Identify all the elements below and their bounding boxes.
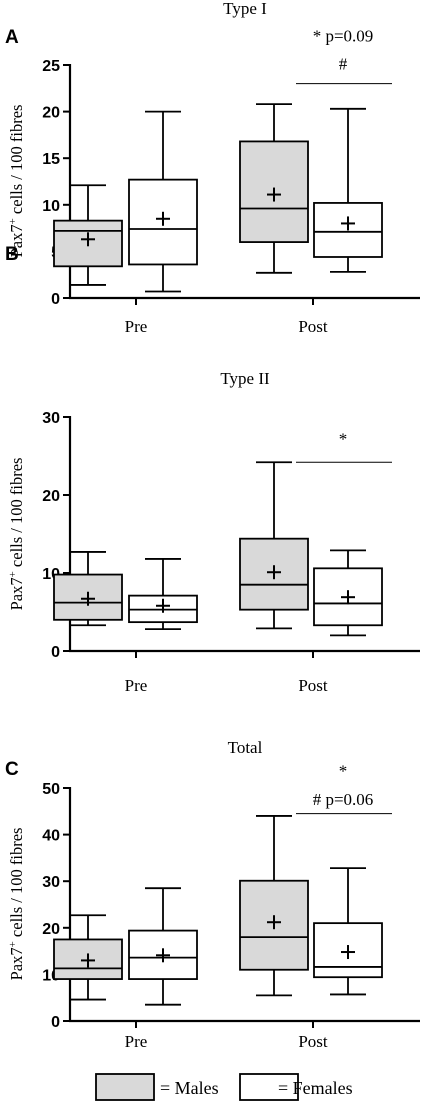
y-axis-label-sup: +	[7, 218, 19, 224]
x-tick-label: Post	[298, 317, 328, 336]
box-males-pre	[53, 551, 123, 627]
x-tick-label: Post	[298, 1032, 328, 1051]
box-iqr	[239, 537, 309, 611]
y-axis-label: Pax7+ cells / 100 fibres	[7, 828, 26, 981]
box-females-pre	[128, 110, 198, 293]
box-iqr	[53, 573, 123, 621]
y-axis-label: Pax7+ cells / 100 fibres	[7, 105, 26, 258]
legend: = Males = Females	[95, 1073, 353, 1101]
y-axis-label-main: Pax7	[7, 224, 26, 257]
box-females-pre	[128, 887, 198, 1006]
legend-swatch-males	[95, 1073, 155, 1101]
y-axis-label-rest: cells / 100 fibres	[7, 105, 26, 219]
y-axis-label-rest: cells / 100 fibres	[7, 458, 26, 572]
y-tick-label: 15	[42, 151, 60, 168]
legend-swatch-females	[239, 1073, 299, 1101]
panel-letter: A	[5, 27, 19, 48]
box-males-pre	[53, 914, 123, 1001]
y-axis-label-main: Pax7	[7, 577, 26, 610]
y-tick-label: 30	[42, 874, 60, 891]
y-tick-label: 0	[51, 1014, 60, 1031]
chart-title: Type II	[220, 369, 270, 388]
y-tick-label: 10	[42, 198, 60, 215]
box-males-post	[239, 461, 309, 630]
significance-annotation: *	[339, 761, 348, 780]
y-tick-label: 20	[42, 105, 60, 122]
legend-label-females: = Females	[278, 1078, 353, 1098]
chart-title: Type I	[223, 0, 267, 18]
box-females-pre	[128, 558, 198, 631]
chart-title: Total	[228, 738, 263, 757]
x-tick-label: Pre	[125, 1032, 148, 1051]
x-tick-label: Pre	[125, 676, 148, 695]
y-tick-label: 0	[51, 291, 60, 308]
y-axis-label-main: Pax7	[7, 947, 26, 980]
y-tick-label: 20	[42, 488, 60, 505]
significance-annotation: *	[339, 429, 348, 448]
x-tick-label: Pre	[125, 317, 148, 336]
panel-letter: B	[5, 244, 19, 265]
y-axis-label: Pax7+ cells / 100 fibres	[7, 458, 26, 611]
y-tick-label: 50	[42, 781, 60, 798]
y-tick-label: 20	[42, 921, 60, 938]
y-tick-label: 25	[42, 58, 60, 75]
legend-label-males: = Males	[160, 1078, 219, 1098]
y-tick-label: 40	[42, 828, 60, 845]
y-tick-label: 30	[42, 410, 60, 427]
significance-annotation: * p=0.09	[313, 27, 374, 46]
x-tick-label: Post	[298, 676, 328, 695]
box-females-post	[313, 867, 383, 996]
box-males-post	[239, 103, 309, 274]
y-axis-label-sup: +	[7, 941, 19, 947]
y-axis-label-sup: +	[7, 571, 19, 577]
box-females-post	[313, 107, 383, 273]
box-females-post	[313, 549, 383, 637]
significance-annotation: # p=0.06	[313, 790, 374, 809]
significance-annotation: #	[339, 55, 348, 74]
box-males-pre	[53, 184, 123, 286]
y-axis-label-rest: cells / 100 fibres	[7, 828, 26, 942]
y-tick-label: 0	[51, 644, 60, 661]
panel-letter: C	[5, 759, 19, 780]
box-males-post	[239, 815, 309, 997]
